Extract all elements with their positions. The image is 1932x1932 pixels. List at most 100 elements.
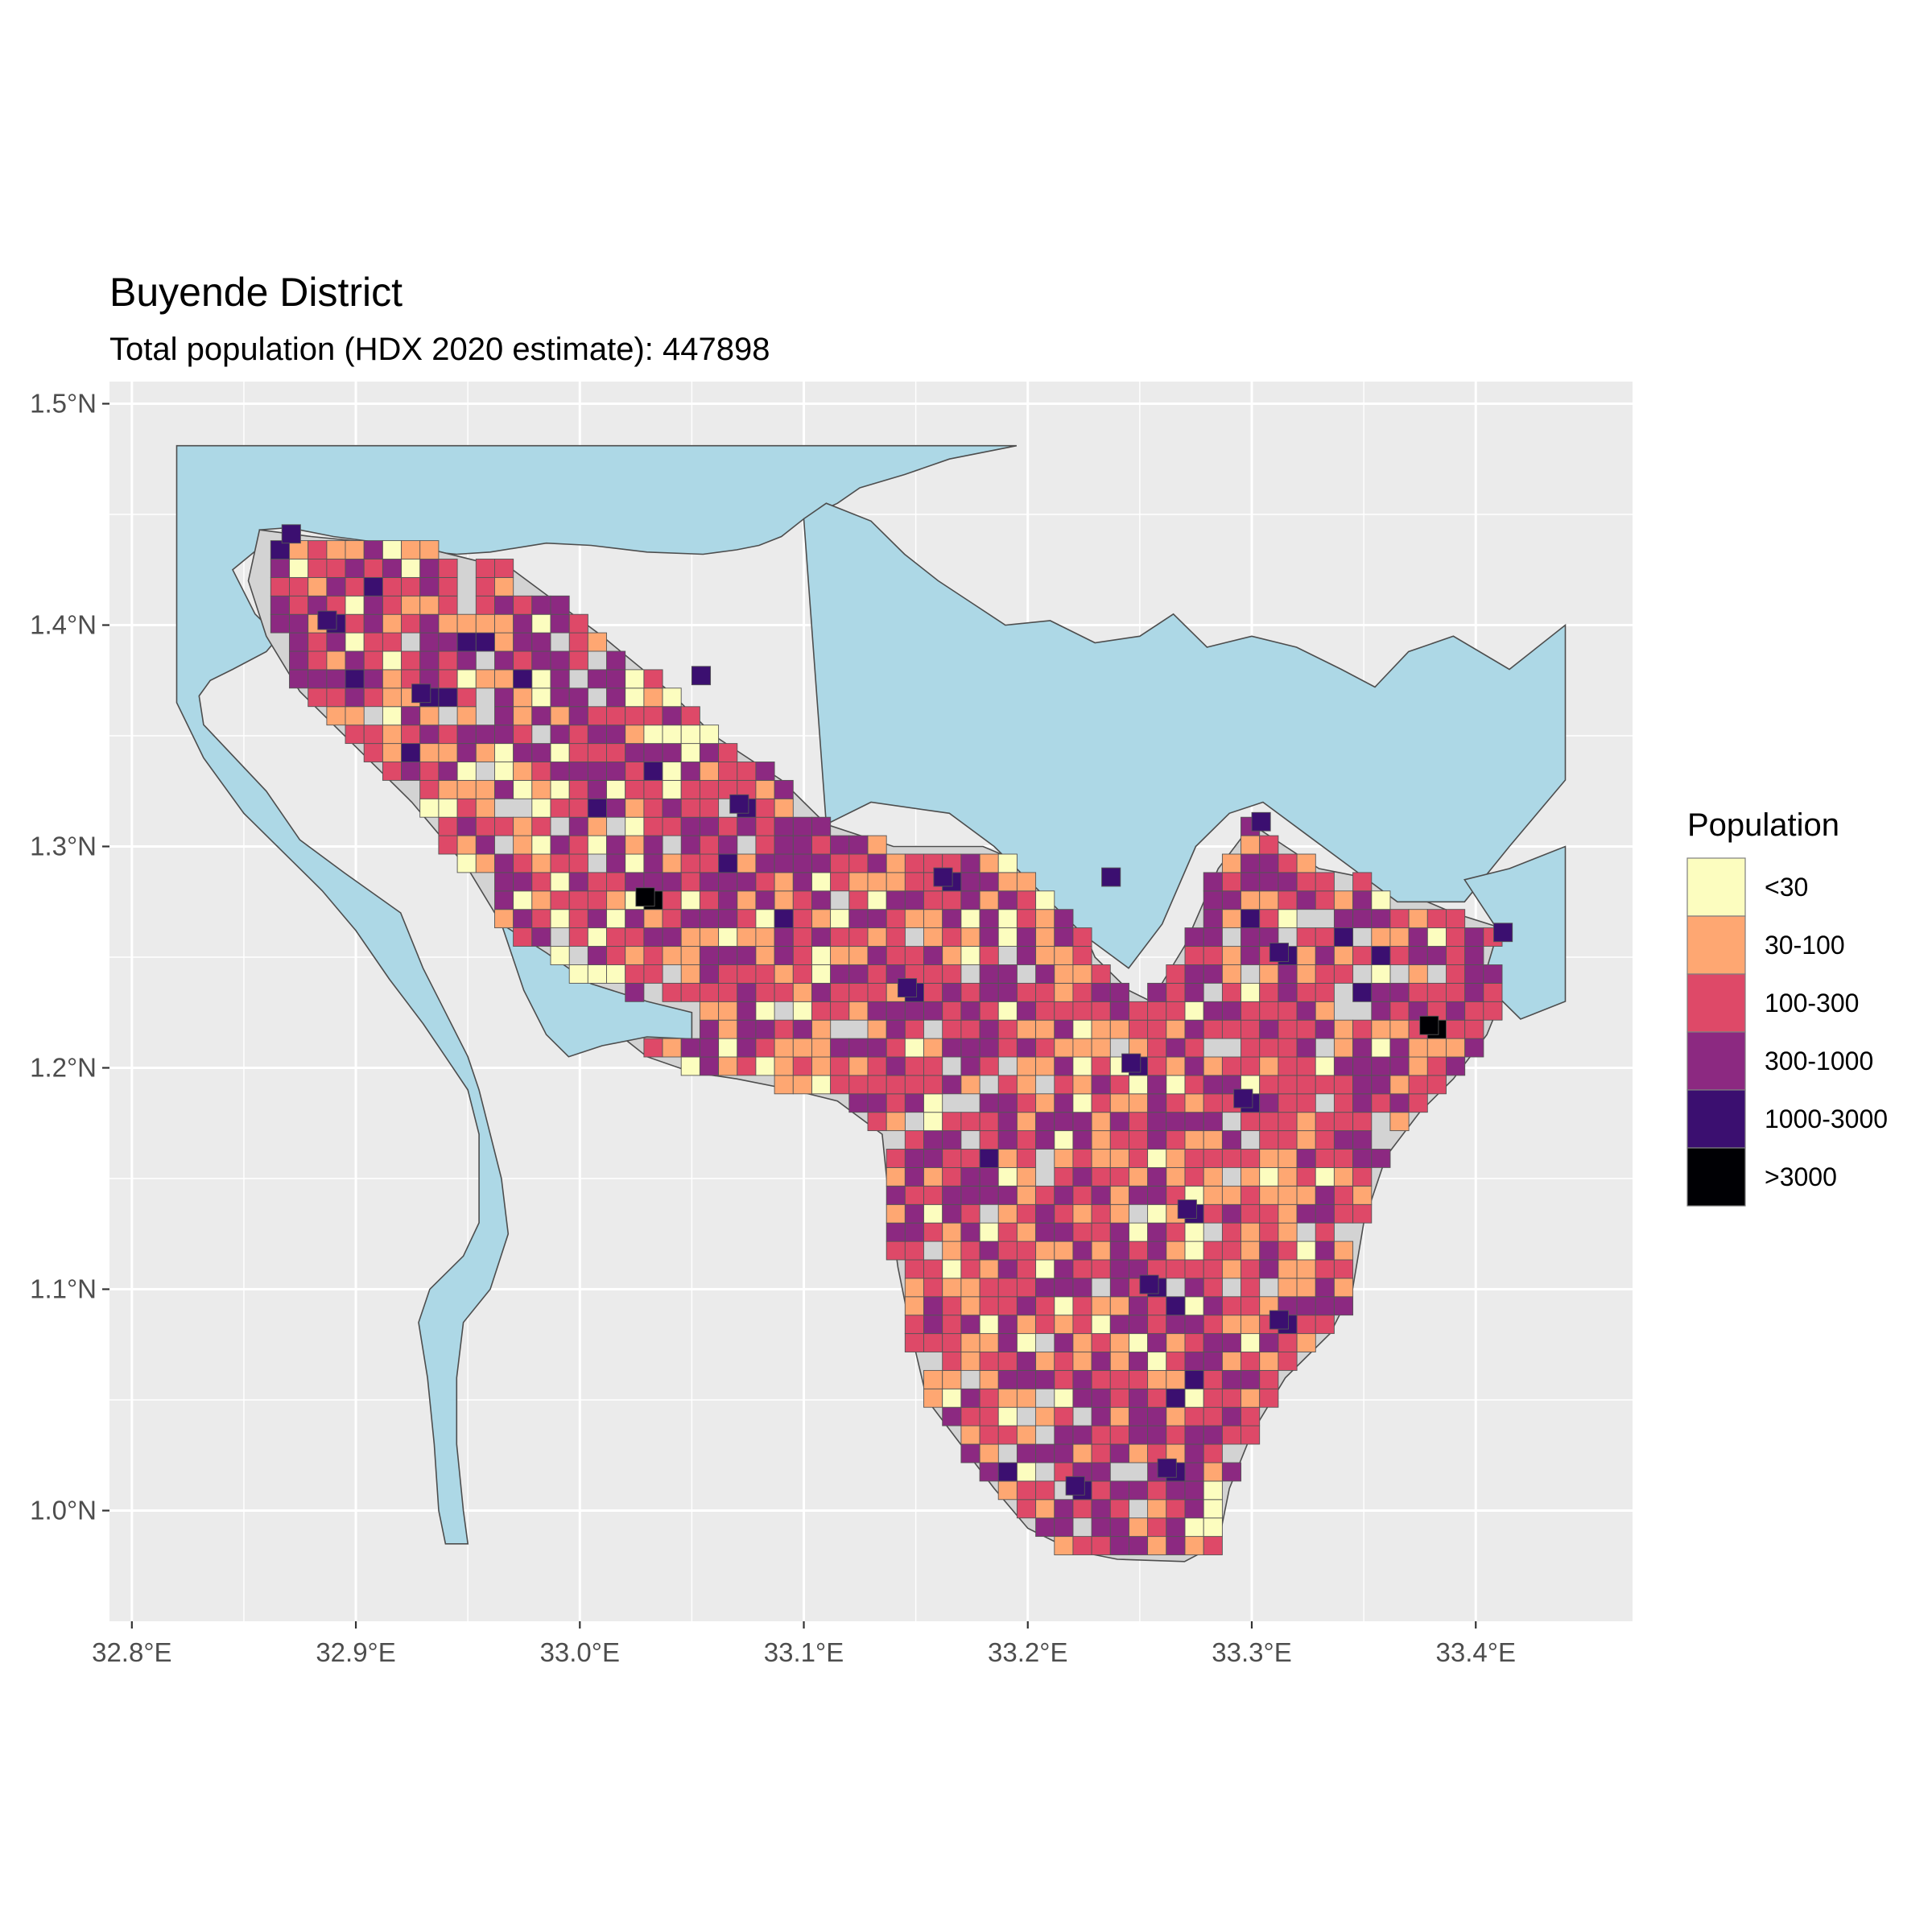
population-cell bbox=[1259, 964, 1279, 984]
population-cell bbox=[1072, 1369, 1092, 1389]
population-cell bbox=[960, 1038, 980, 1058]
population-cell bbox=[1259, 1259, 1279, 1279]
population-cell bbox=[1389, 982, 1410, 1002]
population-cell bbox=[1147, 1019, 1167, 1039]
population-cell bbox=[1259, 1222, 1279, 1242]
population-cell bbox=[643, 798, 663, 818]
population-cell bbox=[1221, 853, 1242, 873]
population-cell bbox=[643, 816, 663, 836]
population-cell bbox=[1072, 1075, 1092, 1095]
population-cell bbox=[1221, 1056, 1242, 1076]
population-cell bbox=[568, 853, 588, 873]
population-cell bbox=[1091, 1443, 1111, 1463]
population-cell bbox=[1147, 1352, 1167, 1371]
population-cell bbox=[1296, 1241, 1316, 1261]
population-cell bbox=[923, 1056, 943, 1076]
population-cell bbox=[1221, 1296, 1242, 1316]
population-cell bbox=[1016, 1149, 1037, 1168]
population-cell bbox=[1129, 1369, 1149, 1389]
population-cell bbox=[718, 927, 738, 947]
population-cell bbox=[1203, 1406, 1223, 1426]
population-cell bbox=[680, 853, 700, 873]
population-cell bbox=[1315, 1259, 1335, 1279]
population-cell bbox=[680, 798, 700, 818]
population-cell bbox=[1389, 1001, 1410, 1021]
population-cell bbox=[1054, 1093, 1074, 1113]
population-cell bbox=[1389, 1056, 1410, 1076]
population-cell bbox=[1035, 1203, 1055, 1224]
population-cell bbox=[699, 1038, 720, 1058]
population-cell bbox=[886, 1019, 906, 1039]
population-cell bbox=[1109, 1241, 1129, 1261]
population-cell bbox=[960, 946, 980, 965]
population-cell bbox=[1147, 1315, 1167, 1335]
population-cell bbox=[755, 1056, 775, 1076]
population-cell bbox=[737, 964, 757, 984]
population-cell bbox=[960, 982, 980, 1002]
population-cell bbox=[1072, 1425, 1092, 1445]
population-cell bbox=[1129, 1406, 1149, 1426]
population-cell bbox=[979, 1038, 999, 1058]
legend-label: >3000 bbox=[1765, 1162, 1837, 1191]
population-cell bbox=[848, 835, 869, 855]
legend-label: 100-300 bbox=[1765, 989, 1859, 1018]
population-cell bbox=[531, 835, 551, 855]
population-cell bbox=[737, 1056, 757, 1076]
population-cell bbox=[1072, 1185, 1092, 1205]
population-cell bbox=[904, 1056, 924, 1076]
population-cell bbox=[960, 890, 980, 910]
population-cell bbox=[1166, 1056, 1186, 1076]
population-cell bbox=[1241, 1315, 1261, 1335]
population-cell bbox=[270, 595, 290, 615]
population-cell bbox=[1203, 964, 1223, 984]
population-cell bbox=[867, 835, 887, 855]
population-cell bbox=[662, 743, 682, 762]
population-cell bbox=[1166, 964, 1186, 984]
population-cell bbox=[960, 1203, 980, 1224]
population-cell bbox=[942, 1333, 962, 1352]
population-cell bbox=[625, 687, 645, 708]
population-cell bbox=[1221, 1185, 1242, 1205]
population-cell bbox=[456, 798, 477, 818]
population-cell bbox=[997, 927, 1018, 947]
population-cell bbox=[1389, 1093, 1410, 1113]
population-cell bbox=[1184, 946, 1204, 965]
population-cell bbox=[1203, 1425, 1223, 1445]
population-cell bbox=[1072, 1278, 1092, 1298]
population-cell bbox=[550, 743, 570, 762]
population-cell bbox=[363, 613, 383, 634]
population-cell bbox=[1072, 1203, 1092, 1224]
legend-key bbox=[1686, 1031, 1746, 1091]
population-cell bbox=[997, 1480, 1018, 1501]
population-cell bbox=[1129, 1480, 1149, 1501]
population-cell bbox=[382, 650, 402, 671]
population-cell bbox=[550, 890, 570, 910]
population-cell bbox=[456, 762, 477, 781]
population-cell bbox=[1333, 946, 1354, 965]
population-cell bbox=[979, 1149, 999, 1168]
population-cell bbox=[456, 835, 477, 855]
population-cell bbox=[718, 1001, 738, 1021]
population-cell bbox=[1221, 946, 1242, 965]
population-cell bbox=[1371, 1093, 1391, 1113]
population-cell bbox=[997, 1278, 1018, 1298]
population-cell bbox=[923, 1038, 943, 1058]
population-cell bbox=[1221, 1352, 1242, 1371]
population-cell bbox=[1035, 1019, 1055, 1039]
population-cell bbox=[1129, 1241, 1149, 1261]
population-cell bbox=[1333, 1166, 1354, 1187]
population-cell bbox=[456, 706, 477, 726]
population-cell bbox=[568, 927, 588, 947]
population-cell bbox=[1296, 946, 1316, 965]
population-cell bbox=[1241, 1222, 1261, 1242]
population-cell bbox=[363, 669, 383, 689]
population-cell bbox=[1016, 1499, 1037, 1519]
population-cell bbox=[1129, 1075, 1149, 1095]
population-cell bbox=[1352, 1185, 1373, 1205]
population-cell bbox=[662, 706, 682, 726]
population-cell bbox=[568, 762, 588, 781]
population-cell bbox=[1016, 1038, 1037, 1058]
population-cell bbox=[1203, 1462, 1223, 1482]
population-cell bbox=[942, 1038, 962, 1058]
